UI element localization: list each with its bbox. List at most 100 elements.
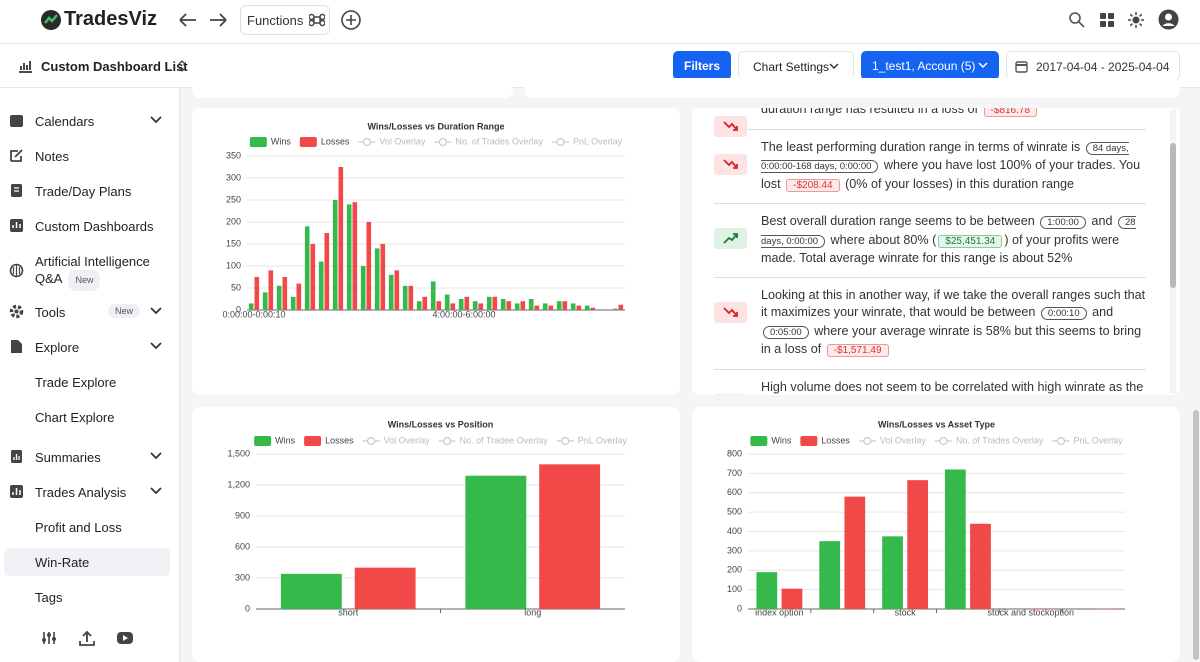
bar xyxy=(360,266,366,310)
bar xyxy=(1032,608,1054,609)
trend-icon-arrow xyxy=(723,233,738,244)
insight-text-part: High volume does not seem to be correlat… xyxy=(761,379,1144,394)
bar xyxy=(388,274,394,310)
trend-icon-arrow xyxy=(723,306,738,317)
nav-label: Notes xyxy=(35,149,69,164)
bar xyxy=(458,299,464,310)
bar xyxy=(422,296,428,310)
nav-label: Chart Explore xyxy=(35,410,115,425)
insight-icon-cell xyxy=(714,287,761,360)
accounts-button[interactable]: 1_test1, Accoun (5) xyxy=(861,51,999,80)
bar xyxy=(907,480,929,609)
sidebar-footer-icons[interactable] xyxy=(40,629,140,647)
trend-icon xyxy=(714,153,747,175)
search-icon[interactable] xyxy=(1068,11,1086,29)
y-tick-label: 300 xyxy=(727,545,742,555)
y-tick-label: 100 xyxy=(727,584,742,594)
y-tick-label: 600 xyxy=(235,541,250,551)
trend-icon xyxy=(714,116,747,137)
legend-swatch xyxy=(750,436,768,446)
scrollbar-thumb[interactable] xyxy=(1170,143,1176,288)
insight-text-part: ) of your profits were made. Total avera… xyxy=(761,232,1120,266)
y-tick-label: 0 xyxy=(737,603,742,613)
legend-overlay-dot xyxy=(438,137,448,147)
apps-icon[interactable] xyxy=(1099,12,1115,28)
bar xyxy=(528,299,534,310)
legend-overlay-dot xyxy=(561,436,570,446)
bar xyxy=(465,475,527,609)
insight-item: The least performing duration range in t… xyxy=(714,130,1146,204)
brand[interactable]: TradesViz xyxy=(64,8,158,30)
nav-arrows[interactable] xyxy=(177,10,237,30)
bar xyxy=(310,244,316,310)
bar xyxy=(268,270,274,310)
legend-overlay-dot xyxy=(1056,436,1066,446)
x-tick-label: long xyxy=(524,607,541,617)
add-button[interactable] xyxy=(340,9,362,31)
chevron xyxy=(150,116,162,124)
page-scrollbar-thumb[interactable] xyxy=(1193,410,1199,660)
new-badge: New xyxy=(68,270,101,291)
bar xyxy=(882,536,903,609)
bar xyxy=(338,167,344,310)
bar xyxy=(430,281,436,310)
bar xyxy=(548,305,554,310)
user-icon[interactable] xyxy=(1158,9,1179,30)
nav-label: Trades Analysis xyxy=(35,485,127,500)
nav-label: Artificial Intelligence Q&A xyxy=(35,254,150,286)
dashboard-icon xyxy=(19,61,32,73)
chart-title: Wins/Losses vs Position xyxy=(388,419,493,429)
bar xyxy=(296,283,302,310)
theme-icon[interactable] xyxy=(1127,11,1145,29)
insight-text-part: where your average winrate is 58% but th… xyxy=(761,323,1142,357)
bar xyxy=(380,244,386,310)
insight-text-part: where about 80% ( xyxy=(827,232,937,247)
x-tick-label: 4:00:00-6:00:00 xyxy=(432,309,495,319)
insight-text-part: The least performing duration range in t… xyxy=(761,139,1084,154)
bar xyxy=(394,270,400,310)
chevron xyxy=(829,63,839,70)
nav-item-active[interactable]: Win-Rate xyxy=(4,548,170,576)
insights-list: duration range has resulted in a loss of… xyxy=(692,108,1180,395)
bar xyxy=(366,222,372,310)
date-range-label: 2017-04-04 - 2025-04-04 xyxy=(1036,60,1170,74)
dashboard-list[interactable]: Custom Dashboard List xyxy=(41,59,188,74)
trend-icon xyxy=(714,393,747,395)
nav-icon xyxy=(10,149,23,162)
date-range[interactable]: 2017-04-04 - 2025-04-04 xyxy=(1006,51,1180,80)
bar xyxy=(576,305,582,310)
bar xyxy=(416,301,422,310)
x-tick-label: stock xyxy=(895,607,917,617)
sort-icon xyxy=(178,60,186,72)
chart-settings-label: Chart Settings xyxy=(753,60,830,74)
bar xyxy=(408,285,414,310)
bar xyxy=(486,296,492,310)
bar xyxy=(520,301,526,310)
insight-item: duration range has resulted in a loss of… xyxy=(714,108,1146,137)
top-bar: TradesViz Functions xyxy=(0,0,1200,44)
legend: Wins Losses Vol Overlay No. of Trades Overl… xyxy=(750,435,1123,446)
chart: Wins/Losses vs Asset Type Wins Losses Vol O… xyxy=(727,419,1125,617)
legend-overlay-label: PnL Overlay xyxy=(1073,435,1123,445)
bar xyxy=(584,305,590,310)
trend-icon-arrow xyxy=(723,121,738,131)
insight-loss: -$1,571.49 xyxy=(826,344,889,357)
insight-icon-cell xyxy=(714,139,761,195)
chart-settings-button[interactable]: Chart Settings xyxy=(738,51,854,80)
legend-overlay-dot xyxy=(863,436,872,446)
bar xyxy=(450,303,456,310)
trend-icon xyxy=(714,301,747,323)
bar xyxy=(254,277,260,310)
filters-button[interactable]: Filters xyxy=(673,51,731,80)
y-tick-label: 900 xyxy=(235,510,250,520)
functions-button[interactable]: Functions xyxy=(240,5,330,35)
legend-overlay-label: PnL Overlay xyxy=(578,435,628,445)
bar xyxy=(500,299,506,310)
bar xyxy=(556,301,562,310)
bar xyxy=(819,541,841,609)
nav-icon xyxy=(10,219,23,232)
nav-label-wrap: Artificial Intelligence Q&A New xyxy=(35,253,160,291)
bar xyxy=(374,248,380,310)
insight-text-part: where you have lost 100% of your trades.… xyxy=(761,158,1141,191)
